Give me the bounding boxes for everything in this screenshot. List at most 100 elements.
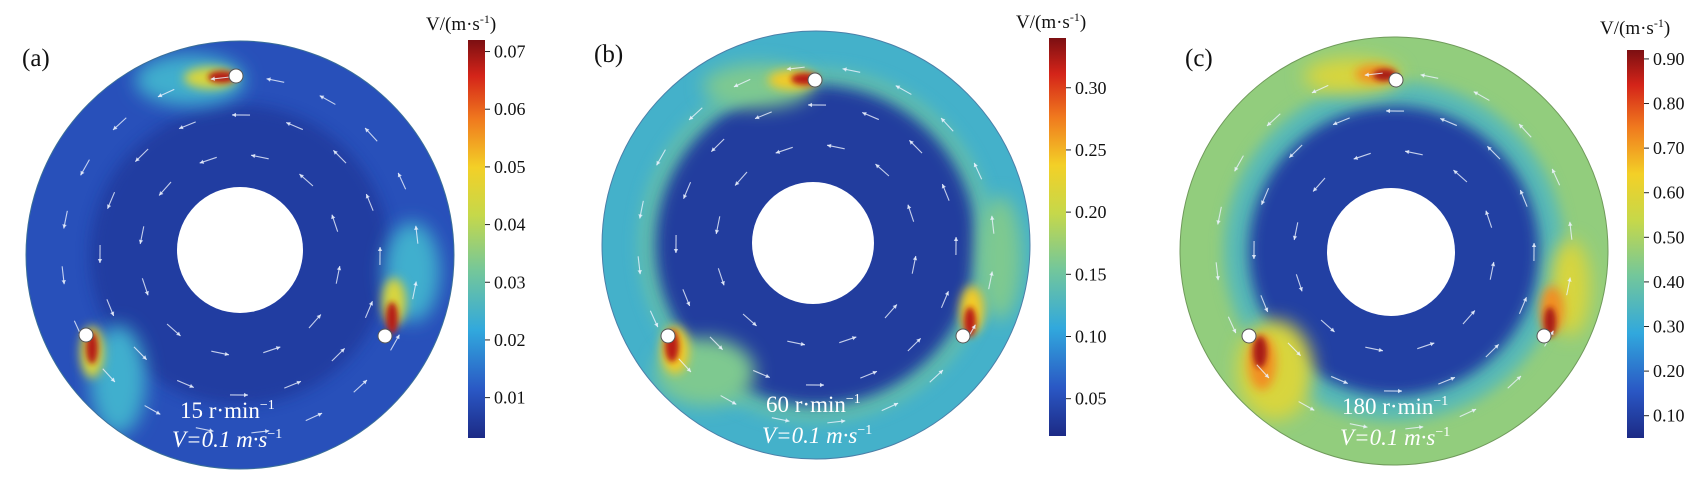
- velocity-arrow-head: [1309, 406, 1315, 411]
- velocity-arrow-head: [938, 370, 943, 375]
- velocity-arrow-head: [1264, 307, 1269, 312]
- velocity-arrow-head: [264, 429, 270, 434]
- panel-label: (b): [594, 41, 623, 68]
- particle-marker: [955, 328, 971, 344]
- velocity-arrow-head: [637, 269, 642, 275]
- velocity-arrow-head: [107, 204, 112, 209]
- velocity-arrow-head: [895, 85, 901, 90]
- velocity-arrow-head: [362, 380, 367, 385]
- velocity-arrow-head: [800, 341, 805, 347]
- colorbar-gradient: [1049, 38, 1066, 436]
- colorbar-tick-label: 0.20: [1075, 202, 1107, 222]
- particle-marker: [1536, 328, 1552, 344]
- velocity-arrow-head: [142, 355, 147, 360]
- velocity-arrow-head: [243, 392, 248, 398]
- colorbar: V/(m·s-1) 0.05 0.10 0.15 0.20 0.25 0.30: [1016, 10, 1107, 436]
- velocity-arrow-head: [377, 247, 383, 252]
- velocity-arrow-head: [1568, 221, 1573, 227]
- colorbar-tick-label: 0.90: [1653, 49, 1685, 69]
- reference-vector-label: V=0.1 m·s−1: [762, 423, 872, 448]
- velocity-arrow-head: [1264, 373, 1269, 378]
- velocity-arrow-head: [1490, 262, 1496, 267]
- velocity-arrow-head: [340, 348, 345, 353]
- colorbar-tick-label: 0.06: [494, 99, 526, 119]
- velocity-arrow-head: [1251, 254, 1257, 259]
- velocity-arrow-head: [1296, 351, 1301, 356]
- velocity-arrow-head: [1397, 388, 1402, 394]
- panel-a: (a) 15 r·mi: [22, 12, 526, 470]
- colorbar-tick-label: 0.60: [1653, 183, 1685, 203]
- velocity-arrow-head: [266, 77, 271, 82]
- velocity-arrow-head: [210, 76, 216, 81]
- velocity-arrow-head: [875, 164, 880, 169]
- velocity-arrow-head: [1418, 425, 1424, 430]
- velocity-arrow-head: [365, 194, 370, 199]
- velocity-arrow-head: [331, 214, 336, 220]
- velocity-arrow-head: [971, 324, 976, 330]
- velocity-arrow-head: [1232, 328, 1237, 334]
- velocity-arrow-head: [944, 291, 949, 296]
- velocity-arrow-head: [735, 181, 740, 186]
- velocity-arrow-head: [159, 191, 164, 196]
- colorbar-tick-label: 0.10: [1653, 406, 1685, 426]
- colorbar-tick-label: 0.40: [1653, 272, 1685, 292]
- velocity-arrow-head: [1487, 146, 1492, 151]
- wake-right: [382, 222, 440, 334]
- velocity-arrow-head: [1522, 297, 1527, 302]
- velocity-arrow-head: [144, 290, 149, 296]
- colorbar: V/(m·s-1) 0.10 0.20 0.30 0.40 0.50 0.60 0.70 0.…: [1600, 16, 1685, 438]
- velocity-arrow-head: [1215, 275, 1220, 281]
- colorbar-tick-label: 0.05: [1075, 389, 1107, 409]
- velocity-arrow-head: [1364, 72, 1370, 77]
- colorbar-tick-label: 0.01: [494, 388, 526, 408]
- velocity-arrow-head: [720, 280, 725, 286]
- velocity-arrow-head: [189, 383, 194, 388]
- velocity-arrow-head: [755, 115, 760, 120]
- particle-marker: [1241, 328, 1257, 344]
- velocity-arrow-head: [909, 140, 914, 145]
- velocity-arrow-head: [1531, 243, 1537, 248]
- panel-b: (b): [594, 10, 1107, 460]
- velocity-arrow-head: [786, 66, 792, 71]
- velocity-arrow-head: [1567, 277, 1572, 282]
- velocity-arrow-head: [731, 400, 737, 405]
- velocity-arrow-head: [1289, 153, 1294, 158]
- velocity-arrow-head: [1363, 424, 1368, 429]
- velocity-arrow-head: [316, 314, 321, 319]
- reference-vector-label: V=0.1 m·s−1: [172, 427, 282, 452]
- particle-marker: [660, 328, 676, 344]
- velocity-arrow-head: [333, 150, 338, 155]
- particle-marker: [78, 327, 94, 343]
- colorbar-tick-label: 0.04: [494, 215, 526, 235]
- velocity-arrow-head: [224, 351, 229, 357]
- velocity-arrow-head: [683, 194, 688, 199]
- rotation-speed-label: 60 r·min−1: [766, 392, 861, 417]
- velocity-arrow-head: [1519, 190, 1524, 195]
- velocity-arrow-head: [179, 125, 184, 130]
- velocity-arrow-head: [656, 160, 661, 166]
- velocity-arrow-head: [155, 410, 161, 415]
- domain-outline: [601, 30, 1031, 460]
- velocity-arrow-head: [1261, 200, 1266, 205]
- vector-arrows: [637, 66, 995, 424]
- velocity-arrow-head: [893, 402, 899, 407]
- colorbar-title: V/(m·s-1): [1600, 16, 1670, 39]
- colorbar-tick-label: 0.03: [494, 272, 526, 292]
- wake-top: [135, 54, 245, 106]
- velocity-arrow-head: [714, 229, 720, 234]
- colorbar-tick-label: 0.10: [1075, 327, 1107, 347]
- velocity-arrow-head: [62, 224, 67, 229]
- colorbar-gradient: [1627, 50, 1644, 438]
- velocity-arrow-head: [138, 239, 144, 244]
- panel-label: (c): [1185, 45, 1213, 72]
- colorbar-gradient: [468, 40, 485, 438]
- velocity-arrow-head: [97, 258, 103, 263]
- reference-vector-label: V=0.1 m·s−1: [1340, 425, 1450, 450]
- velocity-arrow-head: [199, 159, 205, 164]
- velocity-arrow-head: [775, 149, 781, 154]
- velocity-arrow-head: [1311, 89, 1317, 94]
- velocity-arrow-head: [110, 311, 115, 316]
- colorbar-tick-label: 0.30: [1075, 78, 1107, 98]
- velocity-arrow-head: [689, 115, 694, 120]
